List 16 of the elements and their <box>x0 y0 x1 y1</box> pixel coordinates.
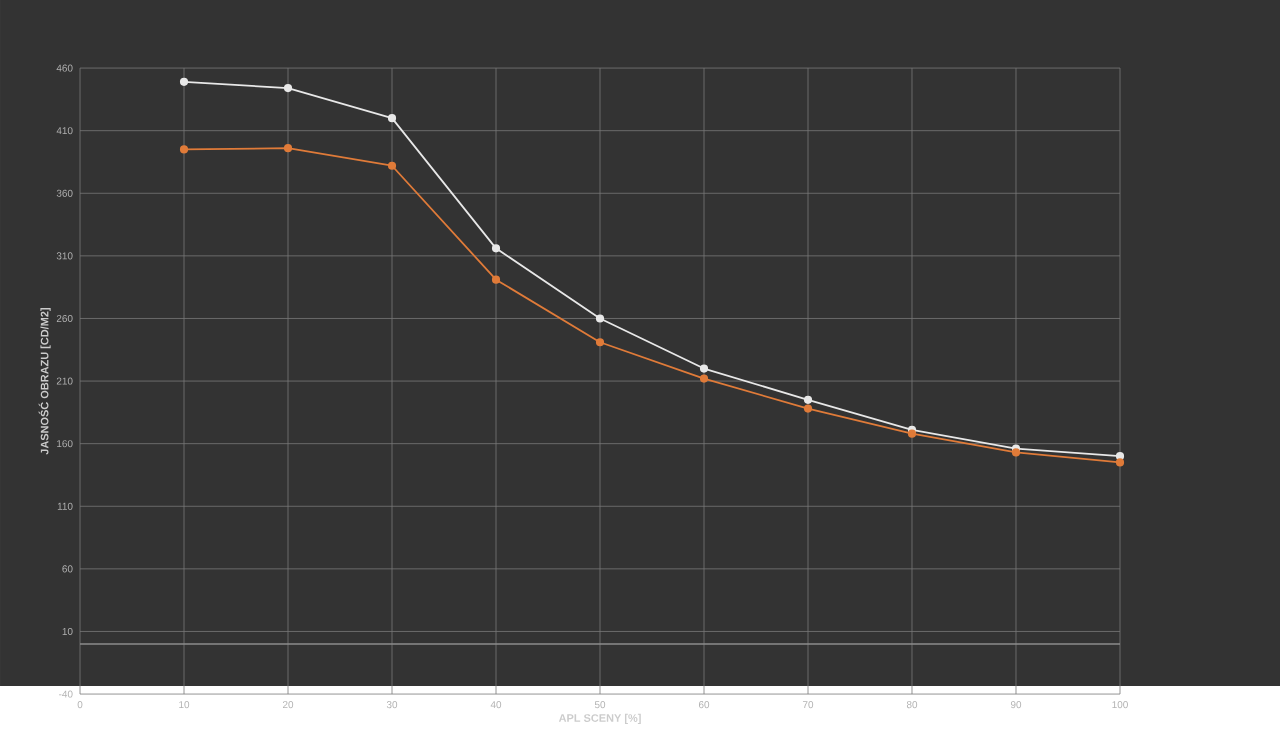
point <box>179 145 189 154</box>
point <box>283 83 293 92</box>
point <box>803 395 813 404</box>
point <box>491 243 501 253</box>
point <box>699 364 709 373</box>
point <box>491 275 501 284</box>
point <box>387 113 397 122</box>
point <box>179 77 189 86</box>
point <box>803 404 813 413</box>
point <box>1115 458 1125 467</box>
point <box>595 337 605 346</box>
point <box>1115 451 1125 460</box>
point <box>387 161 397 170</box>
point <box>595 314 605 323</box>
point <box>699 374 709 383</box>
point <box>283 143 293 152</box>
